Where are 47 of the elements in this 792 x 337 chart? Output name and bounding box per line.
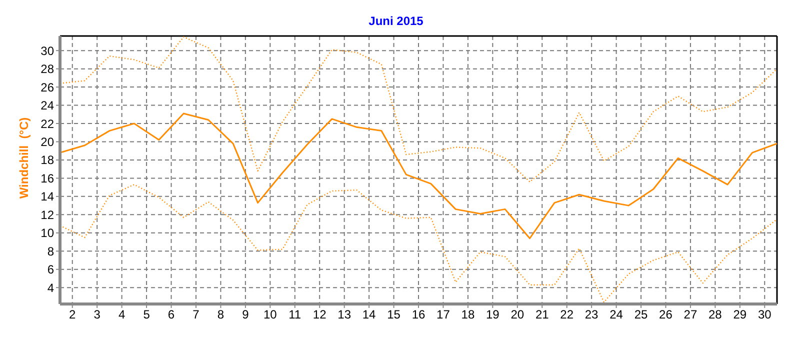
x-tick-label: 4	[118, 308, 126, 322]
x-tick-label: 8	[217, 308, 224, 322]
x-tick-label: 17	[436, 308, 450, 322]
x-tick-label: 22	[560, 308, 574, 322]
x-tick-label: 9	[242, 308, 250, 322]
x-tick-label: 13	[338, 308, 352, 322]
line-series	[60, 112, 777, 240]
chart-title: Juni 2015	[368, 14, 424, 28]
y-tick-label: 16	[40, 171, 54, 186]
x-tick-label: 27	[684, 308, 698, 322]
x-tick-label: 21	[535, 308, 550, 322]
y-tick-label: 24	[40, 98, 54, 113]
x-tick-label: 23	[584, 308, 599, 322]
y-axis-title: Windchill (°C)	[17, 117, 31, 199]
y-tick-label: 12	[40, 208, 54, 222]
x-tick-label: 12	[312, 308, 327, 322]
y-tick-label: 26	[40, 80, 54, 94]
x-tick-label: 3	[94, 308, 101, 322]
x-tick-label: 7	[192, 308, 200, 322]
y-tick-label: 22	[40, 116, 54, 131]
y-tick-label: 30	[40, 44, 54, 58]
x-tick-label: 15	[387, 308, 401, 322]
x-tick-label: 14	[362, 308, 376, 322]
y-tick-label: 18	[40, 153, 54, 168]
x-tick-label: 19	[486, 308, 500, 322]
y-tick-label: 28	[40, 62, 54, 76]
y-tick-label: 10	[40, 226, 54, 240]
x-tick-label: 20	[510, 308, 524, 322]
line-series	[60, 184, 777, 303]
x-tick-label: 24	[610, 308, 624, 322]
x-tick-label: 6	[168, 308, 175, 322]
x-tick-label: 28	[708, 308, 722, 322]
y-tick-label: 6	[47, 262, 54, 277]
x-tick-label: 30	[758, 308, 772, 322]
y-tick-label: 4	[47, 280, 54, 295]
y-tick-label: 14	[40, 190, 54, 204]
x-tick-label: 26	[659, 308, 673, 322]
x-tick-label: 16	[412, 308, 426, 322]
x-tick-label: 5	[143, 308, 150, 322]
x-tick-label: 18	[461, 308, 475, 322]
x-tick-label: 11	[288, 308, 302, 322]
y-tick-label: 8	[47, 244, 54, 258]
x-tick-label: 29	[733, 308, 747, 322]
x-tick-label: 2	[69, 308, 76, 322]
y-tick-label: 20	[40, 135, 54, 149]
x-tick-label: 25	[634, 308, 648, 322]
x-tick-label: 10	[263, 308, 278, 322]
